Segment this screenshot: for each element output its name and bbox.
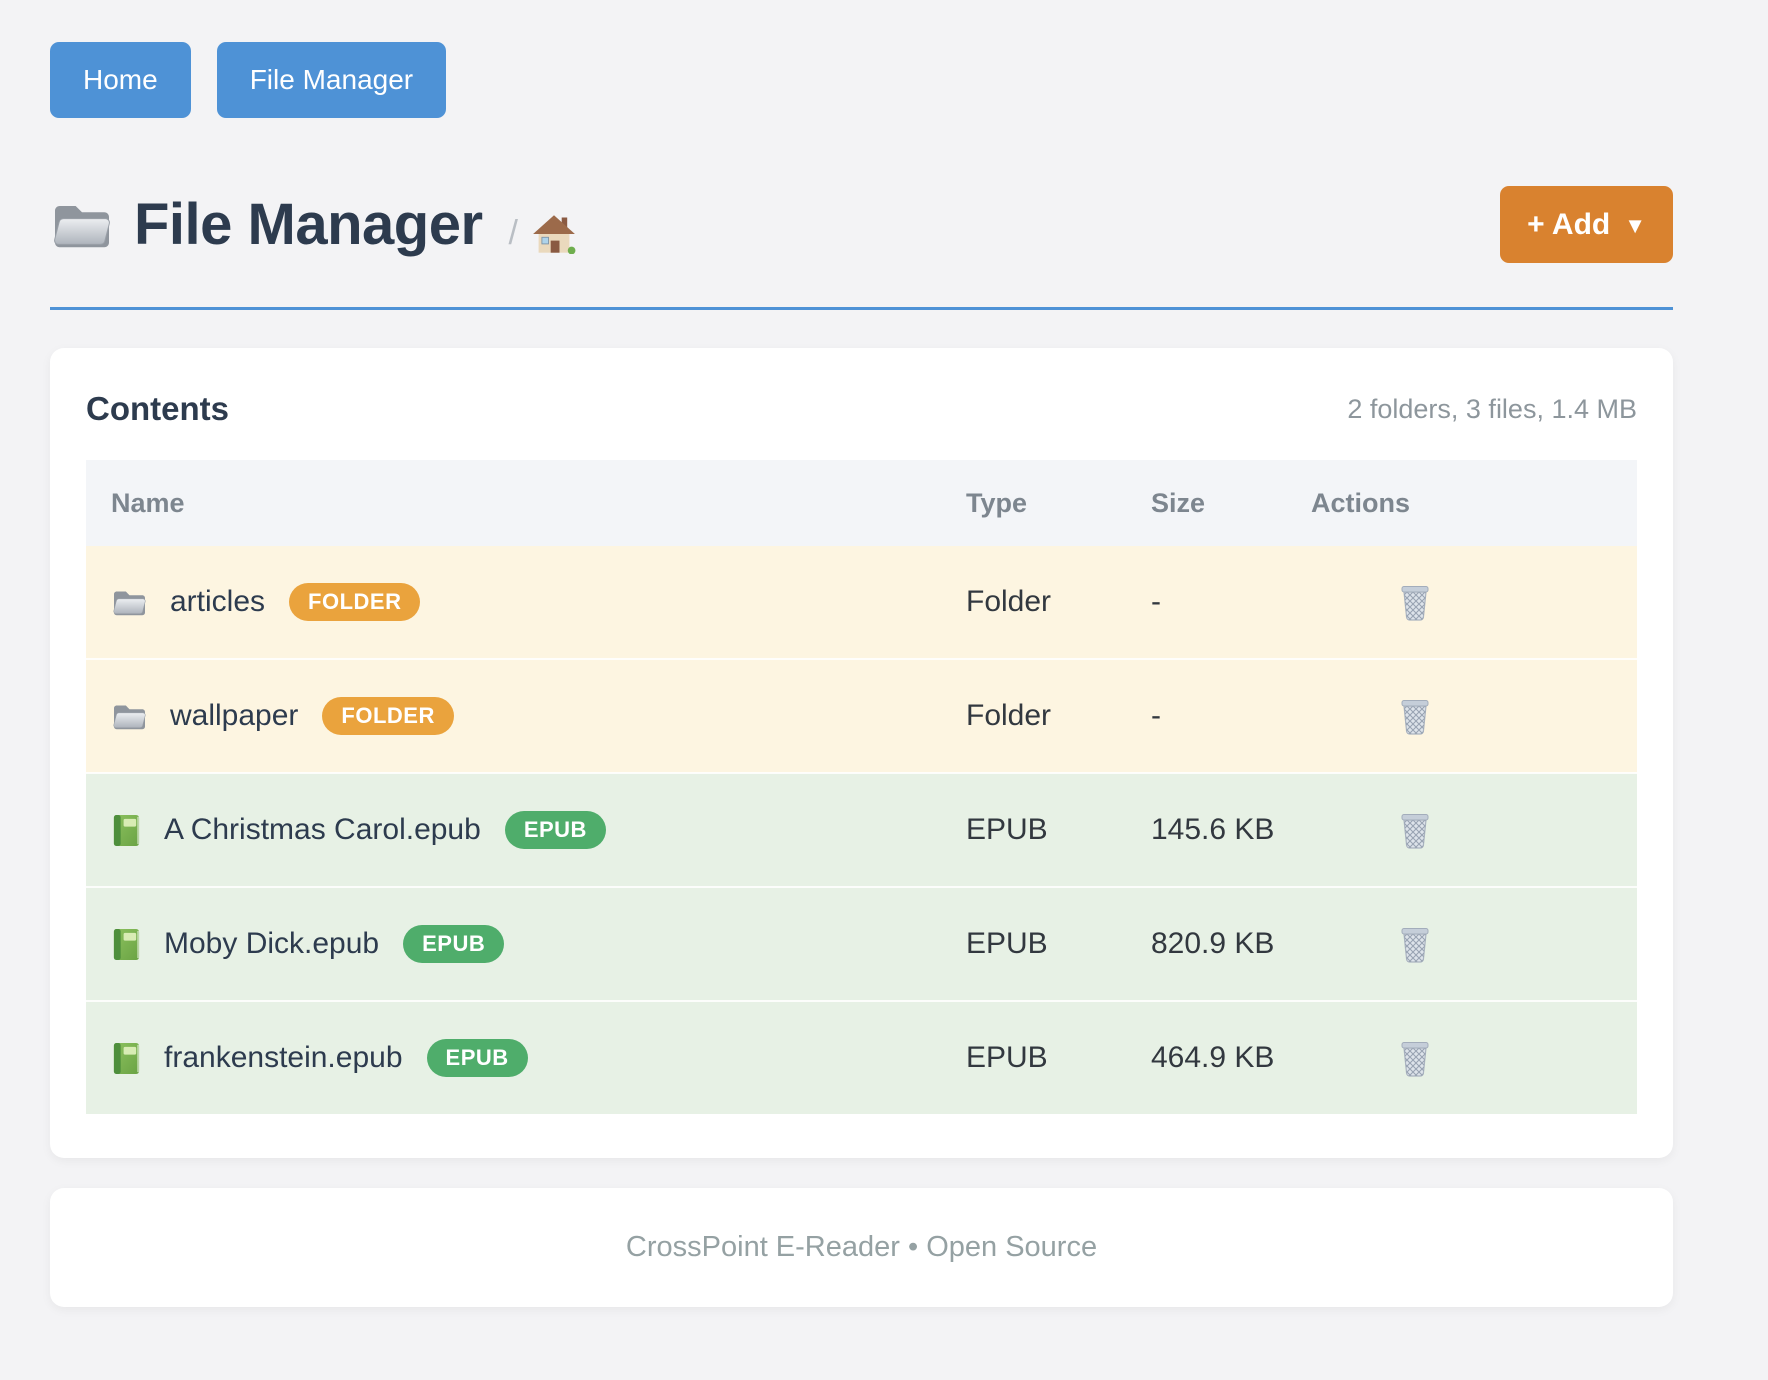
file-size: 820.9 KB	[1151, 927, 1275, 960]
header-divider	[50, 307, 1673, 310]
green-book-icon	[111, 813, 142, 848]
table-header-row: Name Type Size Actions	[86, 460, 1637, 546]
type-badge: EPUB	[504, 811, 606, 849]
top-nav: Home File Manager	[50, 42, 1673, 118]
type-badge: EPUB	[426, 1039, 528, 1077]
breadcrumb: /	[509, 214, 576, 254]
column-header-size: Size	[1126, 460, 1286, 546]
file-type: EPUB	[966, 1041, 1048, 1074]
page-title: File Manager	[134, 192, 483, 257]
home-icon[interactable]	[532, 214, 576, 254]
file-name[interactable]: A Christmas Carol.epub	[164, 813, 481, 846]
trash-icon	[1398, 1039, 1432, 1077]
breadcrumb-separator: /	[508, 214, 518, 252]
file-size: -	[1151, 699, 1161, 732]
green-book-icon	[111, 927, 142, 962]
chevron-down-icon: ▼	[1624, 213, 1646, 238]
folder-icon	[111, 701, 148, 732]
file-table: Name Type Size Actions articles FOLDER F…	[86, 460, 1637, 1114]
add-button[interactable]: + Add ▼	[1500, 186, 1673, 263]
file-manager-button[interactable]: File Manager	[216, 42, 447, 118]
file-name[interactable]: wallpaper	[170, 699, 299, 732]
page-title-group: File Manager /	[50, 191, 576, 258]
green-book-icon	[111, 1041, 142, 1076]
trash-icon	[1398, 811, 1432, 849]
add-button-label: + Add	[1527, 207, 1611, 241]
file-type: EPUB	[966, 813, 1048, 846]
contents-summary: 2 folders, 3 files, 1.4 MB	[1347, 393, 1637, 424]
delete-button[interactable]	[1398, 925, 1432, 963]
delete-button[interactable]	[1398, 811, 1432, 849]
trash-icon	[1398, 583, 1432, 621]
file-type: Folder	[966, 585, 1052, 618]
file-name[interactable]: articles	[170, 585, 266, 618]
type-badge: EPUB	[403, 925, 505, 963]
page-header: File Manager / + Add ▼	[50, 186, 1673, 263]
type-badge: FOLDER	[322, 697, 454, 735]
footer-text: CrossPoint E-Reader • Open Source	[625, 1231, 1098, 1263]
contents-card: Contents 2 folders, 3 files, 1.4 MB Name…	[50, 348, 1673, 1158]
column-header-actions: Actions	[1286, 460, 1637, 546]
contents-card-header: Contents 2 folders, 3 files, 1.4 MB	[86, 390, 1637, 428]
file-size: 464.9 KB	[1151, 1041, 1275, 1074]
folder-icon	[111, 587, 148, 618]
delete-button[interactable]	[1398, 1039, 1432, 1077]
table-row[interactable]: articles FOLDER Folder -	[86, 546, 1637, 659]
file-name[interactable]: frankenstein.epub	[164, 1041, 403, 1074]
table-row[interactable]: frankenstein.epub EPUB EPUB 464.9 KB	[86, 1001, 1637, 1114]
type-badge: FOLDER	[289, 583, 421, 621]
file-table-body: articles FOLDER Folder - wallpaper FOLDE…	[86, 546, 1637, 1114]
table-row[interactable]: Moby Dick.epub EPUB EPUB 820.9 KB	[86, 887, 1637, 1001]
file-type: Folder	[966, 699, 1052, 732]
delete-button[interactable]	[1398, 697, 1432, 735]
file-name[interactable]: Moby Dick.epub	[164, 927, 380, 960]
column-header-type: Type	[941, 460, 1126, 546]
home-button[interactable]: Home	[50, 42, 191, 118]
file-type: EPUB	[966, 927, 1048, 960]
trash-icon	[1398, 925, 1432, 963]
folder-icon	[50, 198, 114, 252]
delete-button[interactable]	[1398, 583, 1432, 621]
table-row[interactable]: A Christmas Carol.epub EPUB EPUB 145.6 K…	[86, 773, 1637, 887]
file-size: 145.6 KB	[1151, 813, 1275, 846]
file-manager-page: Home File Manager File Manager / + Add ▼…	[50, 0, 1673, 1307]
trash-icon	[1398, 697, 1432, 735]
contents-heading: Contents	[86, 390, 229, 427]
table-row[interactable]: wallpaper FOLDER Folder -	[86, 659, 1637, 773]
column-header-name: Name	[86, 460, 941, 546]
file-size: -	[1151, 585, 1161, 618]
footer: CrossPoint E-Reader • Open Source	[50, 1188, 1673, 1307]
